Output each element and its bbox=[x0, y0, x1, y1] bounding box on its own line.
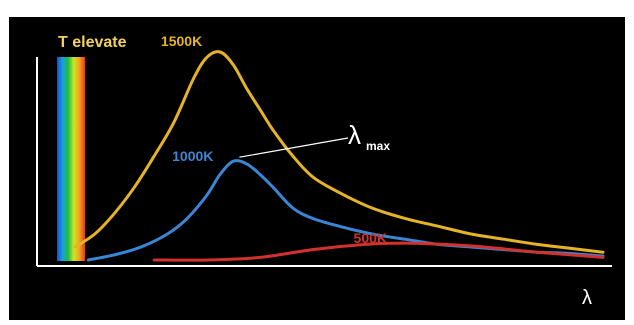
chart-background bbox=[9, 17, 625, 320]
series-layer bbox=[73, 50, 605, 262]
series-line-500k bbox=[152, 241, 605, 262]
series-label-500k: 500K bbox=[354, 230, 387, 246]
series-line-1500k bbox=[73, 50, 605, 254]
series-label-1000k: 1000K bbox=[172, 148, 213, 164]
marker-layer: 1500K 1000K 500K bbox=[161, 33, 387, 246]
lambda-max-leader-line bbox=[239, 137, 349, 158]
series-label-1500k: 1500K bbox=[161, 33, 202, 49]
x-axis-label: λ bbox=[582, 287, 592, 309]
lambda-max-subscript: max bbox=[366, 139, 390, 153]
lambda-max-symbol: λ bbox=[348, 120, 361, 150]
visible-spectrum-band bbox=[57, 57, 85, 261]
chart-title: T elevate bbox=[58, 34, 127, 51]
